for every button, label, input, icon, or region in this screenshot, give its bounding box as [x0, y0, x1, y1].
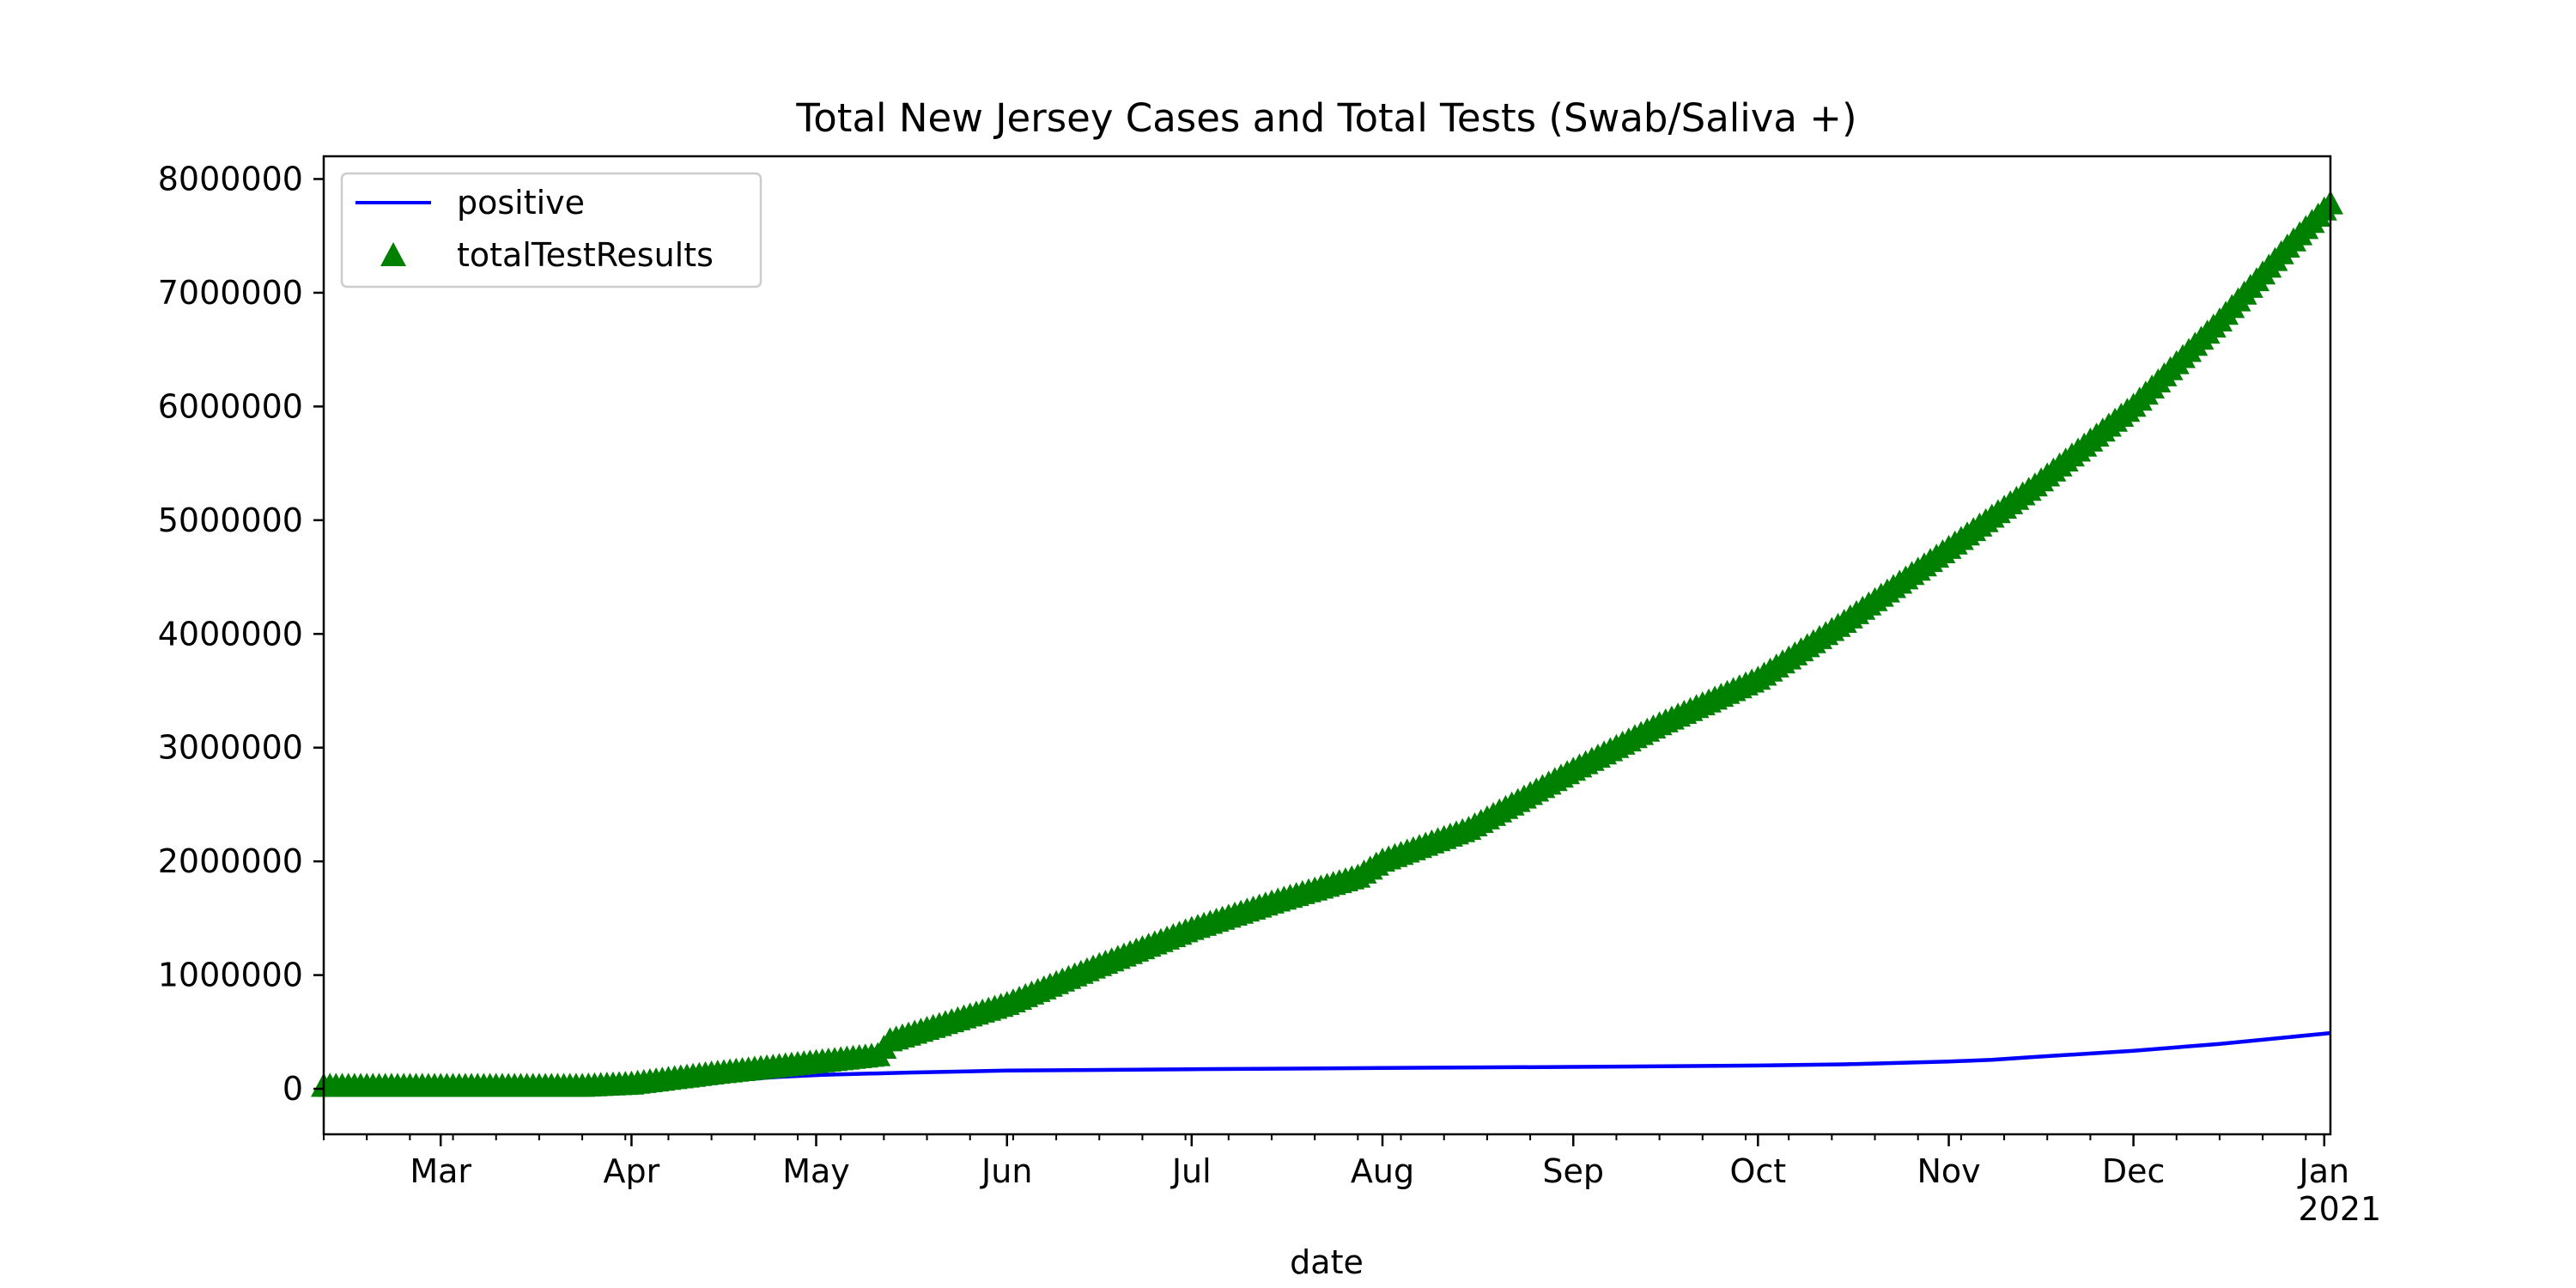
x-tick-label: Jul [1170, 1152, 1212, 1190]
x-tick-label: Dec [2102, 1152, 2166, 1190]
legend-triangle-swatch [380, 242, 406, 266]
x-tick-sublabel: 2021 [2298, 1190, 2381, 1228]
y-tick-label: 7000000 [158, 274, 303, 312]
x-tick-label: Nov [1917, 1152, 1980, 1190]
legend: positive totalTestResults [340, 172, 762, 289]
y-tick-label: 3000000 [158, 729, 303, 767]
plot-frame [322, 155, 2332, 1136]
x-axis-label: date [1290, 1243, 1364, 1281]
y-tick-label: 0 [283, 1070, 303, 1108]
chart-title: Total New Jersey Cases and Total Tests (… [795, 95, 1856, 141]
legend-label-positive: positive [457, 184, 585, 222]
series-markers-totaltestresults [311, 190, 2343, 1097]
x-tick-label: Mar [410, 1152, 471, 1190]
x-tick-label: Jun [980, 1152, 1032, 1190]
x-tick-label: Aug [1351, 1152, 1414, 1190]
x-tick-label: Apr [604, 1152, 660, 1190]
plot-area [311, 190, 2343, 1097]
y-tick-label: 6000000 [158, 387, 303, 425]
y-axis: 0 1000000 2000000 3000000 4000000 5000000 6000… [158, 160, 324, 1108]
x-tick-label: Sep [1542, 1152, 1604, 1190]
y-tick-label: 4000000 [158, 615, 303, 653]
y-tick-label: 8000000 [158, 160, 303, 197]
legend-label-totaltestresults: totalTestResults [457, 236, 714, 274]
y-tick-label: 1000000 [158, 957, 303, 994]
y-tick-label: 5000000 [158, 501, 303, 539]
x-tick-label: Oct [1729, 1152, 1786, 1190]
legend-box [340, 172, 762, 289]
y-tick-label: 2000000 [158, 842, 303, 880]
x-tick-label: Jan [2298, 1152, 2350, 1190]
x-tick-label: May [782, 1152, 850, 1190]
